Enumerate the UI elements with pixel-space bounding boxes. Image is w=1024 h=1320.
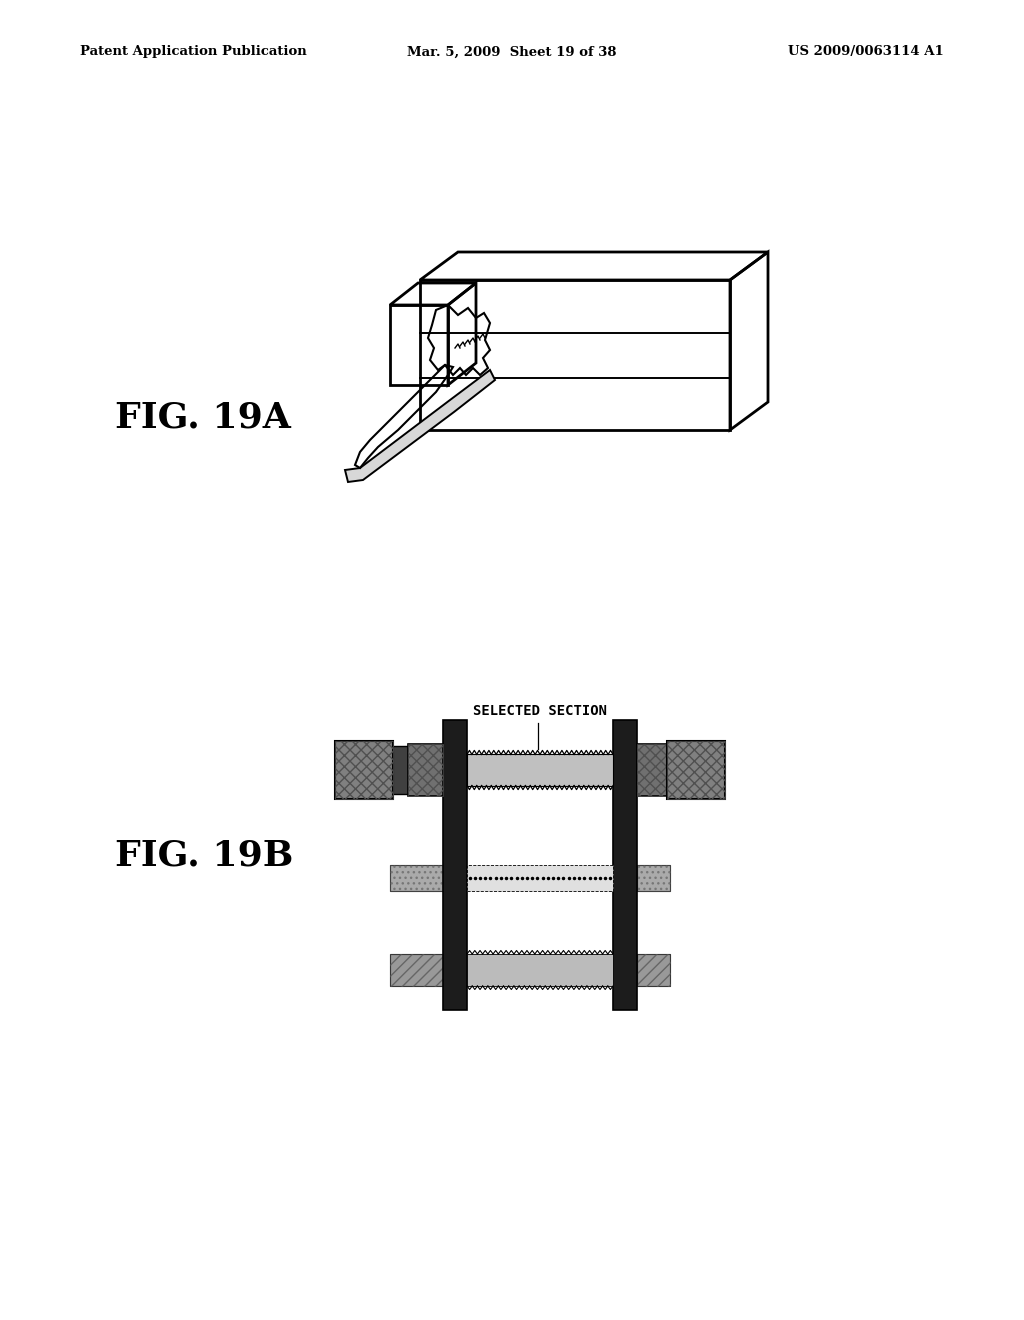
Bar [637, 746, 670, 795]
Text: Mar. 5, 2009  Sheet 19 of 38: Mar. 5, 2009 Sheet 19 of 38 [408, 45, 616, 58]
Bar [637, 954, 670, 986]
Bar [637, 954, 670, 986]
Text: Patent Application Publication: Patent Application Publication [80, 45, 307, 58]
Bar [408, 744, 443, 796]
Bar [408, 744, 443, 796]
Polygon shape [345, 370, 495, 482]
Bar [613, 719, 637, 1010]
Bar [390, 865, 443, 891]
Bar [467, 755, 613, 785]
Text: SELECTED SECTION: SELECTED SECTION [473, 704, 607, 718]
Bar [390, 865, 443, 891]
Bar [667, 741, 725, 799]
Text: FIG. 19A: FIG. 19A [115, 401, 291, 436]
Bar [467, 954, 613, 986]
Bar [335, 741, 393, 799]
Bar [637, 865, 670, 891]
Bar [335, 741, 393, 799]
Bar [390, 954, 443, 986]
Bar [390, 746, 443, 795]
Bar [667, 741, 725, 799]
Bar [637, 744, 672, 796]
Bar [443, 719, 467, 1010]
Bar [390, 954, 443, 986]
Text: FIG. 19B: FIG. 19B [115, 838, 293, 873]
Bar [637, 744, 672, 796]
Text: US 2009/0063114 A1: US 2009/0063114 A1 [788, 45, 944, 58]
Bar [637, 865, 670, 891]
Bar [467, 865, 613, 891]
